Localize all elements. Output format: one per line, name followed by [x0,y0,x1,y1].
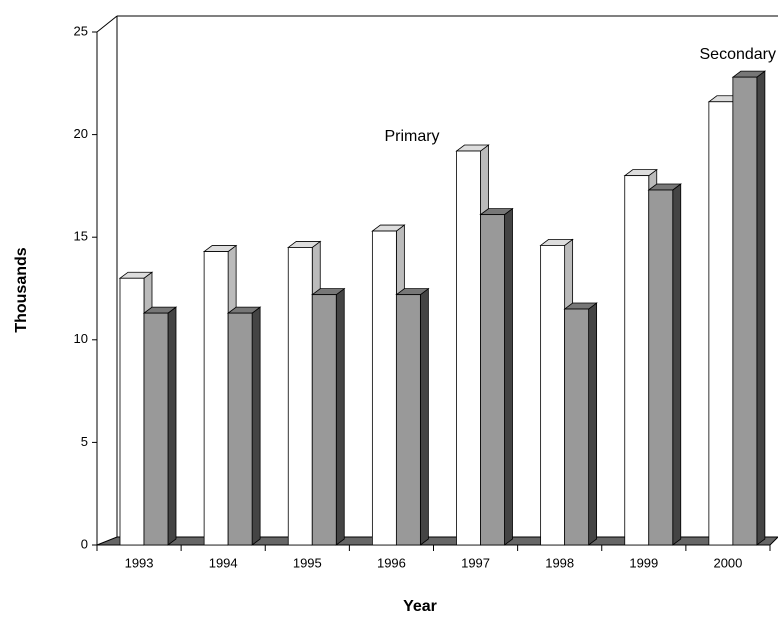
y-axis-label: Thousands [13,247,30,332]
x-tick-label: 1999 [629,555,658,570]
bar [227,312,253,546]
bar [456,150,481,546]
bar-side [504,207,513,546]
y-tick-label: 20 [74,126,88,141]
series-label: Primary [384,128,439,145]
x-tick-label: 1994 [209,555,238,570]
bar-side [672,183,682,546]
bar [119,277,145,546]
bar [287,247,313,546]
y-tick-label: 10 [74,331,88,346]
y-tick-label: 15 [74,229,88,244]
bar-side [588,302,598,546]
bar [540,245,566,546]
y-tick-label: 0 [81,536,88,551]
bar-side [756,70,766,546]
x-axis-label: Year [403,598,437,615]
bar [624,175,650,546]
series-label: Secondary [700,46,777,63]
y-tick-label: 5 [81,434,88,449]
x-tick-label: 1993 [125,555,154,570]
bar [311,294,337,546]
bar-side [335,287,345,546]
bar [143,312,169,546]
bar [203,251,229,546]
bar [732,76,758,546]
bar [395,294,421,546]
bar-side [419,287,429,546]
bar [708,101,734,546]
x-tick-label: 1998 [545,555,574,570]
bar [564,308,590,546]
bar [371,230,397,546]
x-tick-label: 1995 [293,555,322,570]
bar-side [167,306,177,546]
bar [648,189,674,546]
x-tick-label: 1997 [461,555,490,570]
y-tick-label: 25 [74,23,88,38]
bar-side [251,306,261,546]
x-tick-label: 2000 [713,555,742,570]
y-axis-top [96,15,118,33]
bar [480,214,505,546]
x-tick-label: 1996 [377,555,406,570]
